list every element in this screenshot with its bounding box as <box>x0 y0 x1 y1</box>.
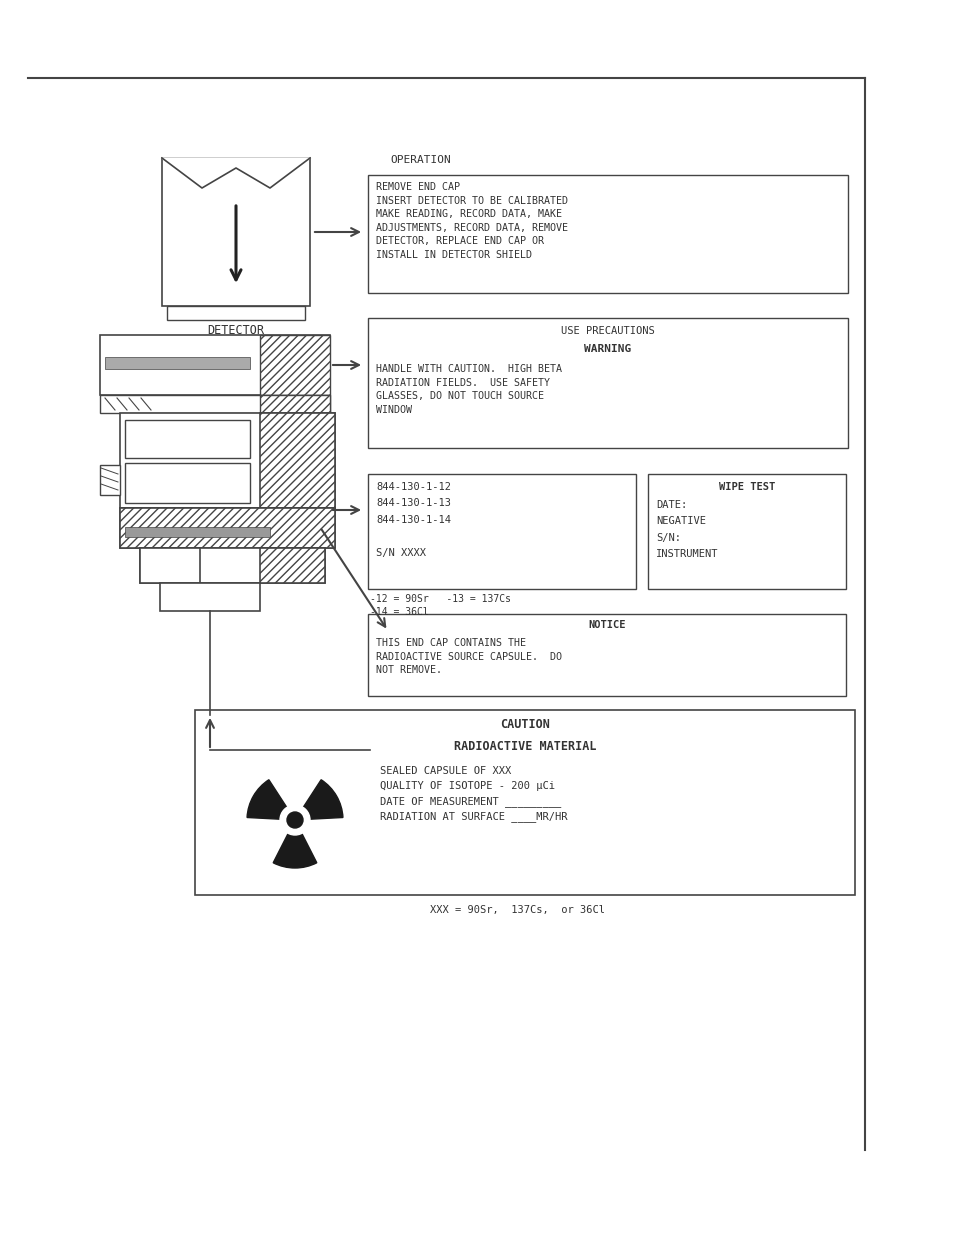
Bar <box>260 395 330 412</box>
Bar <box>260 335 330 395</box>
Bar <box>260 548 325 583</box>
Text: USE PRECAUTIONS: USE PRECAUTIONS <box>560 326 654 336</box>
Bar <box>167 306 305 320</box>
Text: RADIOACTIVE MATERIAL: RADIOACTIVE MATERIAL <box>454 740 596 753</box>
Bar <box>100 466 120 495</box>
Bar <box>120 508 335 548</box>
Text: NOTICE: NOTICE <box>588 620 625 630</box>
Wedge shape <box>273 834 316 868</box>
Bar <box>260 548 325 583</box>
Bar <box>160 583 260 611</box>
Text: CAUTION: CAUTION <box>499 718 549 731</box>
Bar <box>125 527 270 537</box>
Text: REMOVE END CAP
INSERT DETECTOR TO BE CALIBRATED
MAKE READING, RECORD DATA, MAKE
: REMOVE END CAP INSERT DETECTOR TO BE CAL… <box>375 182 567 261</box>
Text: -12 = 90Sr   -13 = 137Cs
-14 = 36Cl: -12 = 90Sr -13 = 137Cs -14 = 36Cl <box>370 594 511 618</box>
Text: 844-130-1-12
844-130-1-13
844-130-1-14

S/N XXXX: 844-130-1-12 844-130-1-13 844-130-1-14 S… <box>375 482 451 557</box>
Text: WARNING: WARNING <box>584 345 631 354</box>
Bar <box>105 357 250 369</box>
Bar <box>647 474 845 589</box>
Text: DETECTOR: DETECTOR <box>208 324 264 337</box>
Text: OPERATION: OPERATION <box>390 156 450 165</box>
Wedge shape <box>303 779 342 819</box>
Text: DATE:
NEGATIVE
S/N:
INSTRUMENT: DATE: NEGATIVE S/N: INSTRUMENT <box>656 500 718 559</box>
Text: HANDLE WITH CAUTION.  HIGH BETA
RADIATION FIELDS.  USE SAFETY
GLASSES, DO NOT TO: HANDLE WITH CAUTION. HIGH BETA RADIATION… <box>375 364 561 415</box>
Wedge shape <box>247 779 287 819</box>
Bar <box>100 395 330 412</box>
Bar <box>368 474 636 589</box>
Circle shape <box>280 805 310 835</box>
Bar <box>194 710 854 895</box>
Bar <box>368 175 847 293</box>
Bar <box>260 412 335 508</box>
Bar <box>100 335 330 395</box>
Bar <box>120 412 335 508</box>
Bar <box>120 508 335 548</box>
Bar <box>120 508 335 548</box>
Text: WIPE TEST: WIPE TEST <box>719 482 774 492</box>
Bar <box>140 548 200 583</box>
Bar <box>260 412 335 508</box>
Bar <box>162 158 310 306</box>
Text: XXX = 90Sr,  137Cs,  or 36Cl: XXX = 90Sr, 137Cs, or 36Cl <box>430 905 604 915</box>
Bar <box>368 614 845 697</box>
Bar <box>125 420 250 458</box>
Bar <box>368 317 847 448</box>
Polygon shape <box>162 158 310 188</box>
Bar <box>260 395 330 412</box>
Bar <box>140 548 325 583</box>
Text: SEALED CAPSULE OF XXX
QUALITY OF ISOTOPE - 200 μCi
DATE OF MEASUREMENT _________: SEALED CAPSULE OF XXX QUALITY OF ISOTOPE… <box>379 766 567 823</box>
Text: THIS END CAP CONTAINS THE
RADIOACTIVE SOURCE CAPSULE.  DO
NOT REMOVE.: THIS END CAP CONTAINS THE RADIOACTIVE SO… <box>375 638 561 676</box>
Circle shape <box>287 811 303 827</box>
Bar <box>125 463 250 503</box>
